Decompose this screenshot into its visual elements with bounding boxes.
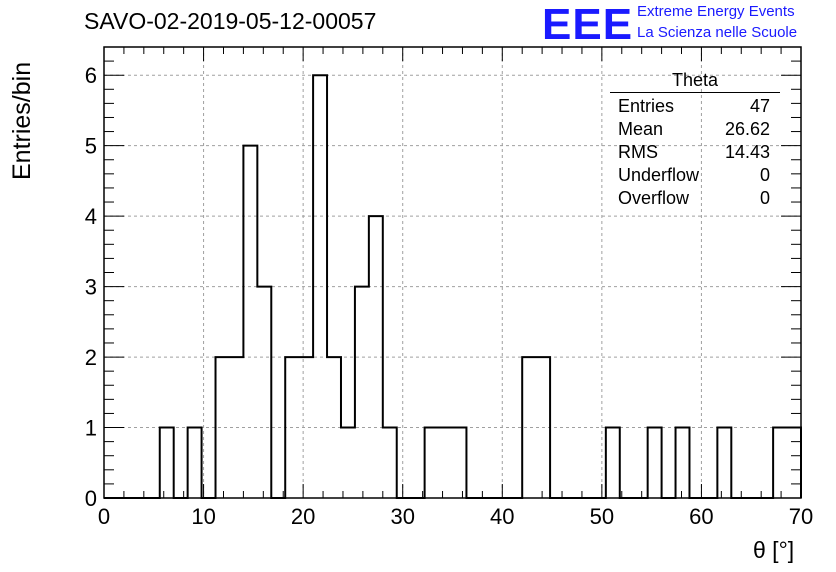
- chart-title: SAVO-02-2019-05-12-00057: [84, 8, 377, 34]
- stats-label: Underflow: [618, 165, 700, 185]
- stats-value: 0: [759, 188, 770, 208]
- histogram-bin: [648, 428, 662, 498]
- stats-label: Entries: [618, 96, 675, 116]
- stats-row: Overflow 0: [610, 187, 780, 210]
- x-tick-label: 0: [98, 504, 110, 529]
- stats-value: 26.62: [724, 119, 770, 139]
- eee-logo: EEE: [542, 0, 634, 49]
- stats-label: Overflow: [618, 188, 690, 208]
- logo-line-2: La Scienza nelle Scuole: [637, 24, 798, 41]
- histogram-bin: [453, 428, 467, 498]
- histogram-bin: [160, 428, 174, 498]
- x-tick-label: 70: [789, 504, 813, 529]
- histogram-bin: [439, 428, 453, 498]
- stats-box: Theta Entries 47 Mean 26.62 RMS 14.43 Under…: [610, 70, 780, 210]
- histogram-bin: [717, 428, 731, 498]
- stats-title: Theta: [610, 70, 780, 93]
- stats-label: RMS: [618, 142, 658, 162]
- histogram-bin: [787, 428, 801, 498]
- stats-label: Mean: [618, 119, 664, 139]
- histogram-bin: [773, 428, 787, 498]
- histogram-bin: [243, 146, 257, 498]
- x-tick-label: 20: [291, 504, 315, 529]
- stats-row: RMS 14.43: [610, 141, 780, 164]
- logo-line-1: Extreme Energy Events: [637, 3, 795, 20]
- histogram-series: [104, 74, 802, 499]
- x-tick-label: 40: [490, 504, 514, 529]
- histogram-bin: [216, 357, 230, 498]
- stats-row: Entries 47: [610, 95, 780, 118]
- histogram-bin: [341, 428, 355, 498]
- y-tick-label: 1: [85, 416, 97, 441]
- x-tick-label: 50: [590, 504, 614, 529]
- histogram-bin: [355, 287, 369, 498]
- y-tick-label: 5: [85, 134, 97, 159]
- stats-row: Underflow 0: [610, 164, 780, 187]
- x-tick-label: 30: [390, 504, 414, 529]
- stats-value: 47: [749, 96, 770, 116]
- y-tick-label: 6: [85, 63, 97, 88]
- histogram-bin: [606, 428, 620, 498]
- y-tick-label: 0: [85, 486, 97, 511]
- y-tick-label: 4: [85, 204, 97, 229]
- stats-row: Mean 26.62: [610, 118, 780, 141]
- plot-frame: [103, 46, 802, 499]
- stats-value: 0: [759, 165, 770, 185]
- stats-value: 14.43: [724, 142, 770, 162]
- x-tick-label: 60: [689, 504, 713, 529]
- y-tick-label: 2: [85, 345, 97, 370]
- histogram-bin: [299, 357, 313, 498]
- histogram-bin: [257, 287, 271, 498]
- y-tick-label: 3: [85, 275, 97, 300]
- histogram-bin: [425, 428, 439, 498]
- x-axis-label: θ [°]: [753, 537, 795, 563]
- histogram-bin: [676, 428, 690, 498]
- histogram-bin: [188, 428, 202, 498]
- x-tick-label: 10: [191, 504, 215, 529]
- histogram-bin: [383, 428, 397, 498]
- y-axis-label: Entries/bin: [8, 61, 36, 180]
